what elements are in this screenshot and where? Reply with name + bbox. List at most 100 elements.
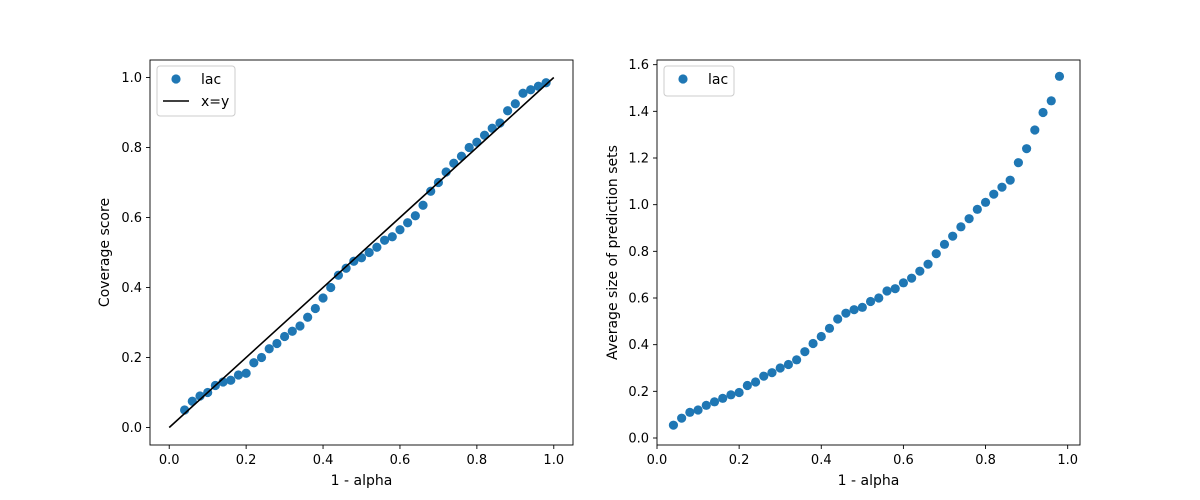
data-point	[907, 273, 917, 283]
y-tick-label: 1.6	[628, 58, 649, 73]
data-point	[701, 400, 711, 410]
data-point	[956, 222, 966, 232]
legend-label: lac	[201, 72, 221, 88]
y-axis-label: Average size of prediction sets	[605, 145, 621, 360]
data-point	[882, 286, 892, 296]
y-tick-label: 1.4	[628, 105, 649, 120]
data-point	[226, 375, 236, 385]
data-point	[272, 338, 282, 349]
chart-1: 0.0 0.2 0.4 0.6 0.8 1.0 0.0 0.2 0.4 0.6 0.8 1.0 1 - …	[97, 59, 574, 489]
data-point	[890, 284, 900, 294]
data-point	[1022, 144, 1032, 154]
data-point	[980, 197, 991, 207]
x-tick-label: 0.8	[975, 453, 996, 468]
data-point	[264, 344, 274, 354]
data-point	[997, 182, 1007, 192]
y-tick-label: 0.4	[121, 281, 142, 296]
x-tick-label: 0.4	[811, 453, 832, 468]
data-point	[1005, 175, 1015, 185]
data-point	[426, 186, 436, 196]
y-axis-label: Coverage score	[97, 198, 113, 307]
data-point	[874, 293, 884, 303]
data-point	[503, 106, 513, 116]
plot-frame	[656, 59, 1081, 446]
x-tick-label: 1.0	[1057, 453, 1078, 468]
legend-label: lac	[708, 72, 728, 88]
y-tick-label: 0.6	[121, 211, 142, 226]
x-tick-label: 0.4	[313, 453, 334, 468]
data-point	[989, 189, 999, 199]
data-point	[841, 308, 851, 318]
data-point	[1054, 71, 1065, 81]
data-point	[541, 78, 551, 88]
y-tick-label: 0.6	[628, 292, 649, 307]
x-tick-label: 0.2	[236, 453, 257, 468]
data-point	[241, 368, 251, 378]
data-point	[1013, 158, 1023, 168]
data-point	[964, 214, 974, 224]
data-point	[1046, 96, 1056, 106]
x-tick-label: 0.6	[893, 453, 914, 468]
data-point	[824, 323, 835, 333]
data-point	[668, 420, 679, 430]
data-point	[518, 88, 528, 98]
data-point	[800, 347, 810, 357]
data-point	[379, 235, 390, 245]
data-point	[279, 331, 290, 342]
y-tick-label: 0.0	[628, 432, 649, 447]
data-point	[709, 397, 720, 407]
data-point	[526, 85, 536, 95]
legend-label: x=y	[201, 94, 229, 110]
y-tick-label: 0.0	[121, 421, 142, 436]
legend-point-marker	[171, 74, 181, 84]
data-point	[295, 321, 305, 331]
y-tick-label: 0.8	[628, 245, 649, 260]
data-point	[718, 393, 728, 403]
data-point	[510, 99, 520, 109]
legend-point-marker	[678, 74, 688, 84]
data-point	[287, 326, 297, 336]
data-point	[677, 413, 687, 423]
data-point	[972, 204, 982, 214]
data-point	[783, 359, 794, 370]
data-point	[333, 270, 344, 280]
y-tick-label: 1.2	[628, 152, 649, 167]
x-tick-label: 0.6	[390, 453, 411, 468]
data-point	[318, 293, 328, 303]
data-point	[326, 282, 336, 293]
data-point	[898, 278, 909, 288]
data-point	[833, 314, 843, 324]
y-tick-label: 0.2	[121, 351, 142, 366]
data-point	[372, 242, 382, 252]
data-point	[1038, 107, 1048, 118]
data-point	[233, 370, 244, 380]
series-line-reference	[168, 76, 555, 429]
y-tick-label: 0.8	[121, 141, 142, 156]
data-point	[792, 355, 802, 365]
data-point	[249, 358, 259, 368]
chart-2: 0.0 0.2 0.4 0.6 0.8 1.0 0.0 0.2 0.4 0.6 0.8 1.0 1.2 1…	[605, 58, 1081, 489]
data-point	[349, 256, 359, 266]
data-point	[303, 312, 313, 322]
x-tick-label: 0.8	[467, 453, 488, 468]
data-point	[759, 371, 769, 381]
data-point	[915, 266, 925, 276]
data-point	[734, 387, 744, 398]
x-axis-label: 1 - alpha	[331, 473, 393, 489]
data-point	[341, 263, 351, 273]
data-point	[808, 338, 818, 349]
x-axis-label: 1 - alpha	[838, 473, 900, 489]
x-tick-label: 0.0	[159, 453, 180, 468]
data-point	[418, 200, 428, 210]
data-point	[464, 142, 474, 153]
data-point	[403, 218, 413, 228]
y-tick-label: 1.0	[628, 198, 649, 213]
legend-box	[663, 65, 735, 97]
data-point	[816, 331, 826, 342]
data-point	[948, 231, 958, 241]
data-point	[256, 352, 267, 363]
data-point	[310, 303, 320, 314]
data-point	[849, 305, 859, 315]
data-point	[939, 239, 950, 249]
